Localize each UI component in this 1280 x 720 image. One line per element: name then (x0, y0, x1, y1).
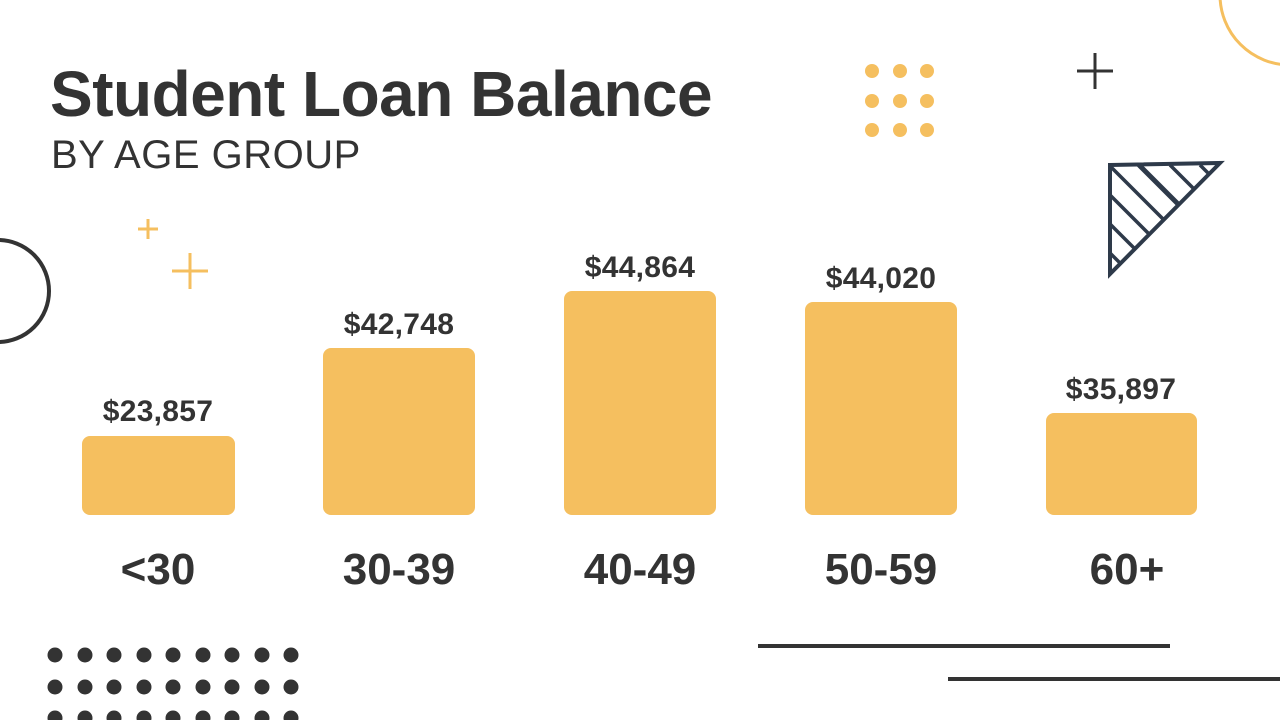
category-label: 40-49 (583, 545, 697, 594)
bar-50-59 (805, 302, 957, 515)
decorative-dot-grid-yellow (865, 64, 934, 137)
bar-60-plus (1046, 413, 1197, 515)
bar-40-49 (564, 291, 716, 515)
bar-value-label: $44,020 (825, 262, 937, 295)
category-label: 60+ (1089, 545, 1165, 594)
decorative-dot-grid-dark (47, 647, 299, 720)
decorative-circle-yellow (1218, 0, 1280, 66)
plus-icon (138, 219, 158, 239)
decorative-lines (758, 644, 1280, 681)
bar-value-label: $42,748 (343, 308, 455, 341)
decorative-circle-dark (0, 238, 51, 344)
bar-30-39 (323, 348, 475, 515)
bar-value-label: $44,864 (584, 251, 696, 284)
bar-value-label: $35,897 (1065, 373, 1177, 406)
bar-value-label: $23,857 (102, 395, 214, 428)
plus-icon (172, 253, 208, 289)
decorative-hatched-triangle (1108, 160, 1225, 279)
category-label: 30-39 (342, 545, 456, 594)
category-label: <30 (120, 545, 196, 594)
bar-under-30 (82, 436, 235, 515)
category-label: 50-59 (824, 545, 938, 594)
plus-icon (1077, 53, 1113, 89)
chart-title: Student Loan Balance (50, 58, 713, 130)
chart-subtitle: BY AGE GROUP (51, 133, 361, 177)
